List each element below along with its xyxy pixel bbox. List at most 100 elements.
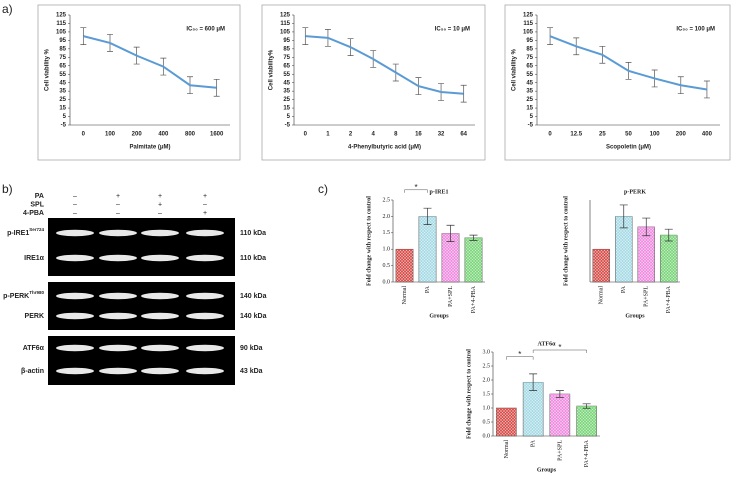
y-tick-label: 15 [283, 106, 290, 112]
protein-size: 110 kDa [240, 255, 266, 262]
annotation: IC₅₀ = 600 μM [186, 27, 225, 33]
x-tick-label: 2 [349, 132, 353, 138]
blot-band [186, 344, 224, 352]
protein-site: Ser724 [29, 227, 44, 232]
treatment-sign: + [158, 201, 162, 208]
y-tick-label: 2.0 [383, 214, 391, 220]
y-tick-label: 45 [283, 80, 290, 86]
protein-name: β-actin [21, 368, 44, 375]
protein-size: 43 kDa [240, 368, 263, 375]
x-tick-label: 1 [326, 132, 330, 138]
blot-band [56, 367, 94, 375]
y-tick-label: -5 [285, 123, 291, 129]
protein-label: IRE1α [24, 255, 45, 262]
error-bar [446, 224, 455, 243]
treatment-sign: + [116, 193, 120, 200]
x-tick-label: 50 [625, 132, 632, 138]
protein-size: 110 kDa [240, 230, 266, 237]
x-tick-label: 12.5 [570, 132, 582, 138]
blot-band [141, 229, 179, 237]
error-bar [80, 27, 87, 45]
x-tick-label: PA+SPL [557, 440, 563, 461]
y-tick-label: 25 [283, 97, 290, 103]
bar [496, 407, 517, 437]
bar-color [395, 249, 414, 250]
y-tick-label: 1.0 [383, 247, 391, 253]
x-axis-label: Palmitate (μM) [129, 145, 170, 151]
panel-frame [261, 4, 486, 161]
x-tick-label: 0 [82, 132, 86, 138]
y-tick-label: 85 [526, 46, 533, 52]
panel-label: b) [2, 182, 13, 196]
blot-band [56, 254, 94, 262]
treatment-sign: – [116, 210, 120, 217]
treatment-sign: + [203, 193, 207, 200]
y-axis-label: Fold change with respect to control [563, 196, 569, 286]
treatment-sign: + [158, 193, 162, 200]
y-tick-label: 2.5 [483, 363, 491, 369]
y-tick-label: 15 [59, 106, 66, 112]
x-tick-label: PA+4-PBA [584, 439, 590, 467]
y-tick-label: 1.0 [483, 405, 491, 411]
bar [549, 393, 571, 437]
annotation: IC₅₀ = 100 μM [676, 27, 715, 33]
blot-band [56, 344, 94, 352]
y-tick-label: 45 [59, 80, 66, 86]
bar [464, 237, 483, 283]
y-tick-label: 55 [59, 72, 66, 78]
y-tick-label: 35 [59, 89, 66, 95]
bar [592, 248, 610, 283]
x-tick-label: PA [621, 285, 627, 293]
treatment-sign: – [73, 210, 77, 217]
blot-band [99, 292, 137, 300]
y-tick-label: 25 [526, 97, 533, 103]
x-tick-label: 16 [415, 132, 422, 138]
bar [395, 248, 414, 283]
y-tick-label: 5 [287, 114, 291, 120]
treatment-label: PA [35, 193, 44, 200]
blot-band [141, 344, 179, 352]
x-tick-label: PA+SPL [644, 286, 650, 307]
protein-size: 140 kDa [240, 313, 267, 320]
blot-band [56, 229, 94, 237]
bar-color [496, 408, 517, 409]
error-bar [460, 84, 467, 103]
y-tick-label: 0.5 [483, 419, 491, 425]
x-tick-label: 400 [158, 132, 169, 138]
protein-label: ATF6α [23, 345, 45, 352]
y-tick-label: 85 [59, 46, 66, 52]
treatment-sign: – [116, 201, 120, 208]
protein-size: 140 kDa [240, 293, 267, 300]
x-axis-label: Groups [429, 313, 449, 319]
x-tick-label: 200 [676, 132, 687, 138]
y-tick-label: 1.5 [383, 230, 391, 236]
x-tick-label: 200 [132, 132, 143, 138]
panel-frame [37, 4, 241, 161]
y-tick-label: 65 [526, 63, 533, 69]
blot-band [99, 312, 137, 320]
y-tick-label: 75 [283, 55, 290, 61]
y-tick-label: 115 [56, 21, 66, 27]
blot-band [99, 254, 137, 262]
blot-band [141, 312, 179, 320]
treatment-sign: + [203, 210, 207, 217]
error-bar [703, 80, 710, 99]
error-bar [619, 204, 628, 229]
y-tick-label: 95 [283, 38, 290, 44]
y-tick-label: 2.5 [383, 197, 391, 203]
error-bar [547, 27, 554, 45]
blot-band [186, 254, 224, 262]
panel-frame [504, 4, 731, 161]
bar-color [592, 249, 610, 250]
x-tick-label: 0 [304, 132, 308, 138]
y-tick-label: 125 [523, 13, 534, 19]
protein-name: PERK [25, 313, 44, 320]
blot-band [186, 292, 224, 300]
y-tick-label: 55 [526, 72, 533, 78]
significance-label: * [558, 343, 561, 352]
blot-band [186, 367, 224, 375]
y-axis-label: Fold change with respect to control [466, 349, 472, 439]
y-axis-label: Cell viability % [512, 48, 518, 91]
significance-bracket [506, 356, 534, 360]
y-tick-label: 2.0 [483, 377, 491, 383]
